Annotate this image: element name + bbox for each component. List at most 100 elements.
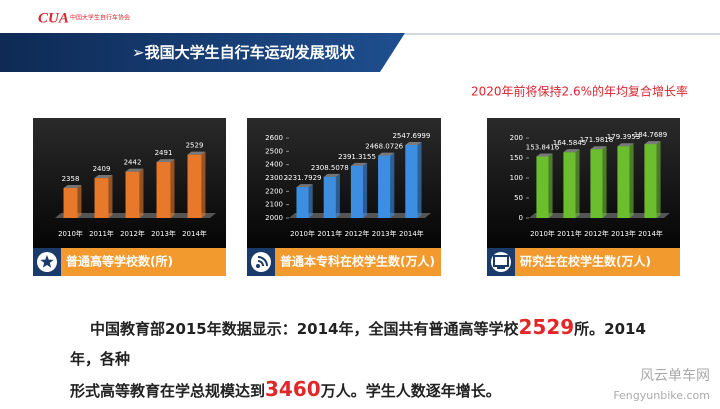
bar-top xyxy=(187,151,206,155)
bar xyxy=(536,156,549,218)
bar xyxy=(187,154,202,218)
data-label: 2468.0726 xyxy=(365,143,403,151)
banner-rule xyxy=(404,33,720,35)
y-tick-label: 150 xyxy=(510,154,523,162)
watermark-url: Fengyunbike.com xyxy=(613,389,710,402)
bar-top xyxy=(644,141,661,145)
x-tick-label: 2012年 xyxy=(345,229,370,238)
bar xyxy=(63,188,78,218)
bar xyxy=(125,171,140,218)
bar-side xyxy=(335,173,340,218)
icon xyxy=(256,264,260,268)
highlight-number: 2529 xyxy=(518,315,575,339)
chart-label-bar xyxy=(33,248,226,276)
bar-top xyxy=(563,149,580,153)
bar-top xyxy=(378,152,395,156)
bar-top xyxy=(350,162,368,166)
bar-top xyxy=(323,173,340,177)
x-tick-label: 2013年 xyxy=(372,229,397,238)
y-tick-label: 2100 xyxy=(265,201,283,209)
y-tick-label: 0 xyxy=(519,214,523,222)
bar xyxy=(563,152,576,218)
logo: CUA xyxy=(38,10,69,26)
data-label: 153.8416 xyxy=(526,143,560,151)
x-tick-label: 2010年 xyxy=(290,229,315,238)
bar-top xyxy=(296,184,313,188)
highlight-number: 3460 xyxy=(265,377,321,401)
x-tick-label: 2014年 xyxy=(638,229,663,238)
x-tick-label: 2010年 xyxy=(530,229,555,238)
x-tick-label: 2012年 xyxy=(120,229,145,238)
chart-title: 研究生在校学生数(万人) xyxy=(520,254,651,269)
x-tick-label: 2013年 xyxy=(611,229,636,238)
bar xyxy=(590,149,603,218)
data-label: 2547.6999 xyxy=(392,132,430,140)
bar xyxy=(94,178,109,218)
watermark-name: 风云单车网 xyxy=(640,367,710,384)
x-tick-label: 2014年 xyxy=(182,229,207,238)
y-tick-label: 2000 xyxy=(265,214,283,222)
bar-side xyxy=(417,141,422,218)
x-tick-label: 2013年 xyxy=(151,229,176,238)
data-label: 2491 xyxy=(155,149,173,157)
bar-side xyxy=(139,168,144,218)
bar-side xyxy=(548,153,553,218)
data-label: 2529 xyxy=(186,142,204,150)
icon xyxy=(493,255,509,267)
icon xyxy=(40,255,54,268)
y-tick-label: 2600 xyxy=(265,134,283,142)
x-tick-label: 2011年 xyxy=(557,229,582,238)
text-run: 所。2014年，各种 xyxy=(70,320,646,368)
bar-side xyxy=(308,184,313,218)
data-label: 171.9818 xyxy=(580,136,613,144)
logo-box xyxy=(30,6,130,32)
bar xyxy=(644,144,657,218)
icon xyxy=(257,260,264,267)
data-label: 164.5845 xyxy=(553,139,586,147)
y-tick-label: 200 xyxy=(510,134,523,142)
bar-side xyxy=(602,146,607,218)
bar-side xyxy=(390,152,395,218)
chart-title: 普通高等学校数(所) xyxy=(66,254,173,269)
data-label: 2409 xyxy=(93,165,111,173)
x-tick-label: 2011年 xyxy=(89,229,114,238)
bar-top xyxy=(156,159,175,163)
y-tick-label: 2200 xyxy=(265,187,283,195)
bar-side xyxy=(363,162,368,218)
data-label: 179.3953 xyxy=(607,133,640,141)
bar-side xyxy=(656,141,661,218)
bar-side xyxy=(201,151,206,218)
data-label: 2358 xyxy=(62,175,80,183)
x-tick-label: 2014年 xyxy=(399,229,424,238)
y-tick-label: 2400 xyxy=(265,161,283,169)
x-tick-label: 2011年 xyxy=(317,229,342,238)
bar xyxy=(156,162,171,218)
bar-top xyxy=(94,175,113,179)
bar xyxy=(378,155,391,218)
chart-title: 普通本专科在校学生数(万人) xyxy=(280,254,435,269)
data-label: 2391.3155 xyxy=(338,153,376,161)
title-banner xyxy=(0,33,405,72)
text-run: 中国教育部2015年数据显示：2014年，全国共有普通高等学校 xyxy=(90,320,519,338)
data-label: 2231.7929 xyxy=(284,174,322,182)
data-label: 2442 xyxy=(124,159,142,167)
bar xyxy=(350,165,364,218)
paragraph: 中国教育部2015年数据显示：2014年，全国共有普通高等学校2529所。201… xyxy=(70,312,670,406)
bar-top xyxy=(125,168,144,172)
y-tick-label: 100 xyxy=(510,174,523,182)
y-tick-label: 2500 xyxy=(265,147,283,155)
slide-title: ➢我国大学生自行车运动发展现状 xyxy=(132,44,356,62)
bar-side xyxy=(108,175,113,218)
chart-label-bar xyxy=(487,248,680,276)
bar xyxy=(323,176,336,218)
bar-top xyxy=(63,185,82,188)
x-tick-label: 2012年 xyxy=(584,229,609,238)
paragraph-line: 中国教育部2015年数据显示：2014年，全国共有普通高等学校2529所。201… xyxy=(70,312,670,374)
bar xyxy=(296,187,309,218)
text-run: 万人。学生人数逐年增长。 xyxy=(320,382,501,400)
chart-label-bar xyxy=(247,248,441,276)
bar-side xyxy=(629,143,634,218)
y-tick-label: 2300 xyxy=(265,174,283,182)
